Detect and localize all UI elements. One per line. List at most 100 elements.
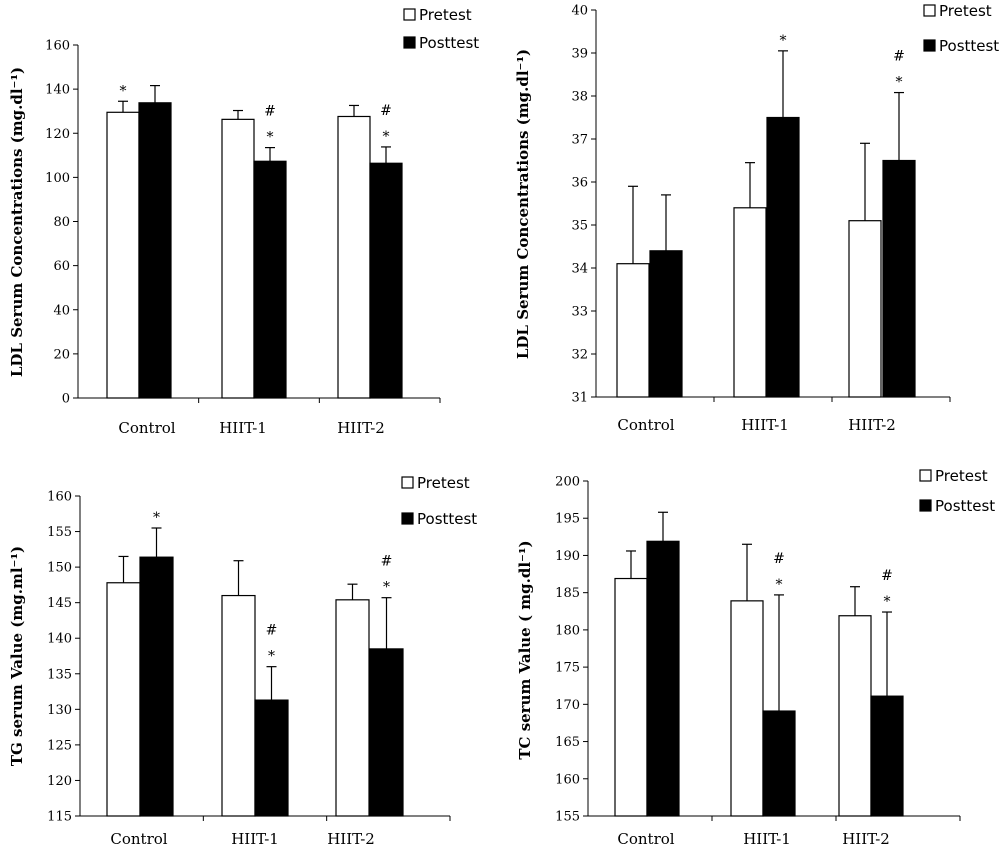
x-tick-label: HIIT-1 bbox=[231, 830, 279, 848]
x-tick-label: Control bbox=[617, 830, 674, 848]
significance-hash: # bbox=[264, 104, 276, 120]
legend-label-posttest: Posttest bbox=[939, 37, 999, 55]
legend-swatch-pretest bbox=[923, 4, 936, 17]
significance-asterisk: * bbox=[383, 580, 390, 596]
significance-asterisk: * bbox=[780, 33, 787, 49]
y-tick-label: 160 bbox=[555, 772, 580, 787]
y-tick-label: 180 bbox=[555, 623, 580, 638]
significance-hash: # bbox=[380, 103, 392, 119]
bar-pretest-hiit-2 bbox=[838, 615, 872, 817]
y-tick-label: 40 bbox=[53, 303, 70, 318]
bar-pretest-hiit-1 bbox=[221, 118, 255, 399]
bar-pretest-hiit-1 bbox=[733, 207, 767, 398]
bar-posttest-hiit-1 bbox=[253, 160, 287, 399]
y-tick-label: 31 bbox=[571, 391, 588, 406]
y-tick-label: 170 bbox=[555, 698, 580, 713]
y-tick-label: 0 bbox=[62, 392, 70, 407]
y-axis-label: LDL Serum Concentrations (mg.dl⁻¹) bbox=[514, 49, 532, 359]
significance-hash: # bbox=[881, 568, 893, 584]
legend-label-posttest: Posttest bbox=[935, 497, 995, 515]
legend-swatch-posttest bbox=[403, 36, 416, 49]
legend-swatch-pretest bbox=[403, 8, 416, 21]
y-tick-label: 175 bbox=[555, 661, 580, 676]
chart-panel-ldl_a: 0 20 40 60 80 100 120 140 160 Control HIIT-1 HIIT-2… bbox=[8, 6, 479, 437]
bar-pretest-control bbox=[616, 263, 650, 398]
y-tick-label: 185 bbox=[555, 586, 580, 601]
x-tick-label: Control bbox=[110, 830, 167, 848]
y-tick-label: 38 bbox=[571, 90, 588, 105]
y-axis-label: LDL Serum Concentrations (mg.dl⁻¹) bbox=[8, 67, 26, 377]
significance-asterisk: * bbox=[153, 510, 160, 526]
significance-asterisk: * bbox=[120, 83, 127, 99]
significance-asterisk: * bbox=[383, 129, 390, 145]
y-tick-label: 39 bbox=[571, 47, 588, 62]
chart-panel-ldl_b: 31 32 33 34 35 36 37 38 39 40 Control HIIT-1 HIIT-2 L… bbox=[514, 2, 999, 434]
bar-posttest-control bbox=[646, 540, 680, 817]
x-tick-label: Control bbox=[617, 416, 674, 434]
bar-posttest-hiit-1 bbox=[254, 699, 289, 817]
y-tick-label: 165 bbox=[555, 735, 580, 750]
chart-panel-tc: 155 160 165 170 175 180 185 190 195 200 Control HII… bbox=[516, 467, 995, 848]
y-tick-label: 150 bbox=[47, 561, 72, 576]
legend-swatch-posttest bbox=[919, 499, 932, 512]
y-tick-label: 140 bbox=[47, 632, 72, 647]
bar-posttest-control bbox=[139, 556, 174, 817]
bar-posttest-control bbox=[649, 250, 683, 398]
legend-swatch-pretest bbox=[919, 469, 932, 482]
bar-posttest-hiit-1 bbox=[766, 116, 800, 398]
legend-label-pretest: Pretest bbox=[939, 2, 992, 20]
legend-swatch-posttest bbox=[923, 39, 936, 52]
x-tick-label: Control bbox=[118, 419, 175, 437]
y-tick-label: 155 bbox=[555, 810, 580, 825]
y-tick-label: 80 bbox=[53, 215, 70, 230]
bar-pretest-control bbox=[106, 111, 140, 399]
y-tick-label: 37 bbox=[571, 133, 588, 148]
bar-pretest-hiit-2 bbox=[337, 115, 371, 399]
x-tick-label: HIIT-1 bbox=[743, 830, 791, 848]
significance-asterisk: * bbox=[884, 594, 891, 610]
y-tick-label: 115 bbox=[47, 810, 72, 825]
y-tick-label: 34 bbox=[571, 262, 588, 277]
y-tick-label: 60 bbox=[53, 259, 70, 274]
bar-pretest-hiit-1 bbox=[221, 594, 256, 817]
y-tick-label: 190 bbox=[555, 549, 580, 564]
y-tick-label: 125 bbox=[47, 738, 72, 753]
significance-hash: # bbox=[381, 554, 393, 570]
bar-pretest-control bbox=[614, 577, 648, 817]
significance-hash: # bbox=[893, 49, 905, 65]
bar-pretest-hiit-1 bbox=[730, 600, 764, 817]
y-axis-label: TC serum Value ( mg.dl⁻¹) bbox=[516, 540, 534, 759]
y-tick-label: 160 bbox=[47, 490, 72, 505]
legend-label-pretest: Pretest bbox=[935, 467, 988, 485]
legend-label-pretest: Pretest bbox=[417, 474, 470, 492]
y-tick-label: 135 bbox=[47, 667, 72, 682]
significance-hash: # bbox=[266, 623, 278, 639]
y-tick-label: 33 bbox=[571, 305, 588, 320]
significance-asterisk: * bbox=[896, 75, 903, 91]
bar-posttest-hiit-2 bbox=[882, 159, 916, 398]
y-tick-label: 200 bbox=[555, 475, 580, 490]
y-tick-label: 32 bbox=[571, 348, 588, 363]
y-tick-label: 130 bbox=[47, 703, 72, 718]
x-tick-label: HIIT-2 bbox=[842, 830, 890, 848]
chart-panel-tg: 115 120 125 130 135 140 145 150 155 160 Control HII… bbox=[8, 474, 477, 848]
bar-posttest-control bbox=[138, 102, 172, 399]
x-tick-label: HIIT-2 bbox=[337, 419, 385, 437]
legend-label-posttest: Posttest bbox=[419, 34, 479, 52]
legend-label-pretest: Pretest bbox=[419, 6, 472, 24]
x-tick-label: HIIT-1 bbox=[741, 416, 789, 434]
y-tick-label: 36 bbox=[571, 176, 588, 191]
bar-pretest-hiit-2 bbox=[335, 599, 370, 817]
y-tick-label: 100 bbox=[45, 171, 70, 186]
bar-pretest-control bbox=[106, 582, 141, 817]
significance-asterisk: * bbox=[267, 130, 274, 146]
x-tick-label: HIIT-2 bbox=[327, 830, 375, 848]
y-tick-label: 195 bbox=[555, 512, 580, 527]
significance-asterisk: * bbox=[268, 649, 275, 665]
y-tick-label: 155 bbox=[47, 525, 72, 540]
legend-swatch-posttest bbox=[401, 512, 414, 525]
y-tick-label: 20 bbox=[53, 347, 70, 362]
y-tick-label: 40 bbox=[571, 4, 588, 19]
y-tick-label: 160 bbox=[45, 39, 70, 54]
